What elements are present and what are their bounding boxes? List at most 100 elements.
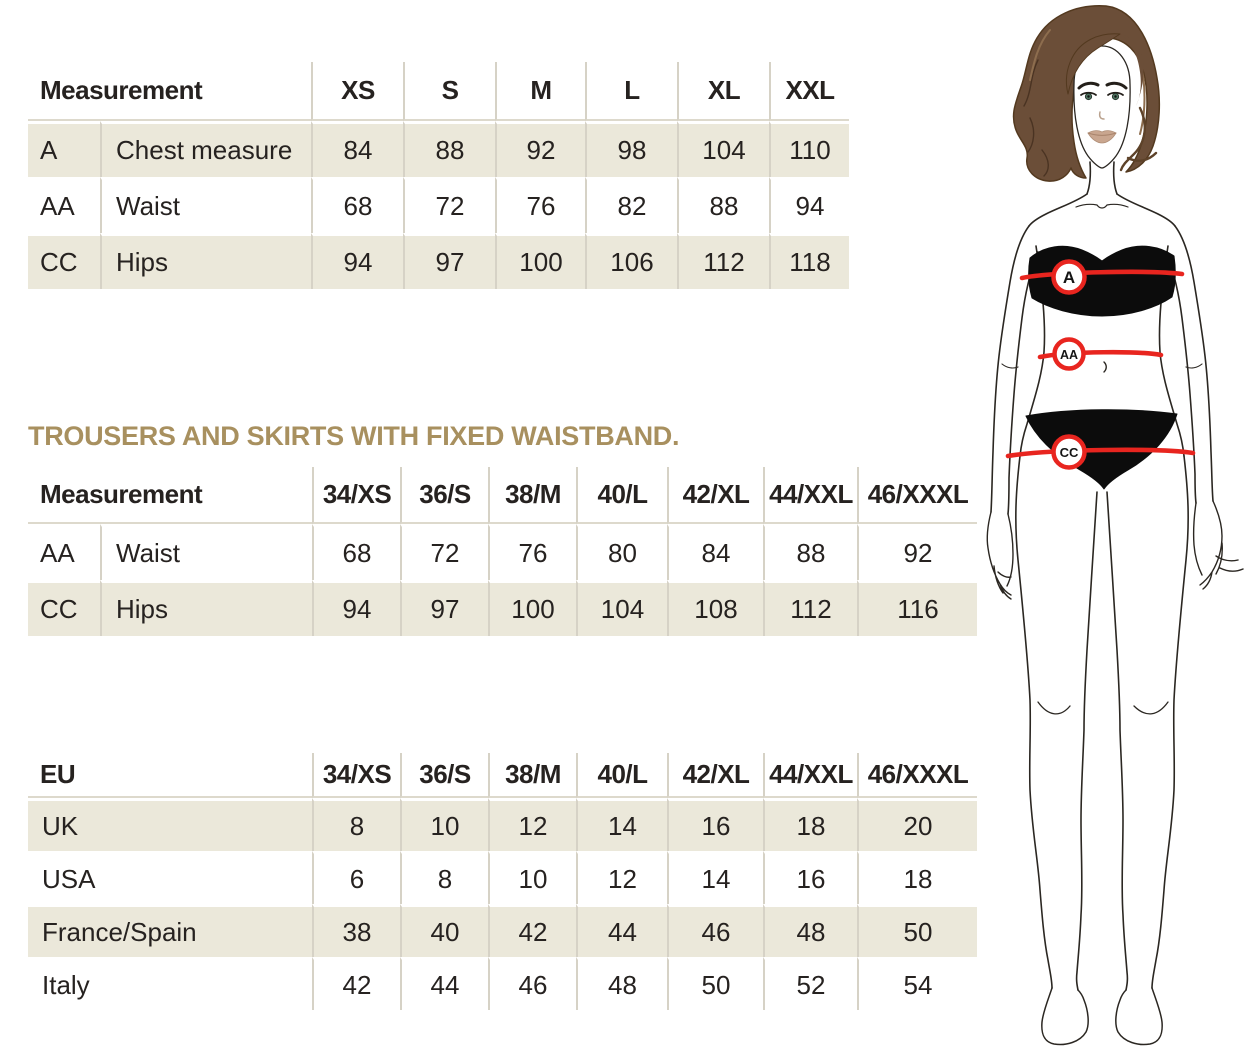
size-value: 94 [312,580,400,636]
hair-fringe [1065,33,1121,95]
size-value: 94 [769,177,849,233]
size-value: 6 [312,851,400,904]
table-row: CC Hips 94 97 100 104 108 112 116 [28,580,977,636]
chest-badge-label: A [1063,268,1075,287]
size-value: 54 [857,957,977,1010]
column-header: 34/XS [312,467,400,524]
size-value: 72 [400,524,488,580]
table-row: A Chest measure 84 88 92 98 104 110 [28,121,849,177]
size-value: 14 [667,851,763,904]
size-value: 72 [403,177,495,233]
table-row: USA 6 8 10 12 14 16 18 [28,851,977,904]
waist-badge: AA [1052,337,1086,371]
measurement-code: AA [28,524,100,580]
size-value: 50 [857,904,977,957]
size-value: 8 [312,798,400,851]
size-value: 44 [400,957,488,1010]
size-value: 50 [667,957,763,1010]
nose [1098,111,1105,120]
size-value: 104 [576,580,667,636]
column-header: 42/XL [667,753,763,798]
size-value: 10 [400,798,488,851]
size-value: 98 [585,121,677,177]
header-row: Measurement XS S M L XL XXL [28,62,849,121]
size-value: 18 [857,851,977,904]
column-header: 36/S [400,467,488,524]
chest-measure-line [1019,269,1185,281]
size-conversion-table: EU 34/XS 36/S 38/M 40/L 42/XL 44/XXL 46/XXXL UK… [28,753,977,1010]
size-value: 88 [403,121,495,177]
measurement-label: Chest measure [100,121,311,177]
size-value: 14 [576,798,667,851]
size-value: 20 [857,798,977,851]
column-header: XL [677,62,769,121]
table-row: Italy 42 44 46 48 50 52 54 [28,957,977,1010]
size-value: 97 [400,580,488,636]
size-value: 48 [576,957,667,1010]
size-value: 40 [400,904,488,957]
size-value: 48 [763,904,857,957]
size-value: 8 [400,851,488,904]
woman-measurement-figure: A AA CC [986,5,1244,1046]
column-header: 38/M [488,753,576,798]
size-value: 97 [403,233,495,289]
size-value: 42 [488,904,576,957]
header-row: EU 34/XS 36/S 38/M 40/L 42/XL 44/XXL 46/XXXL [28,753,977,798]
column-header: 34/XS [312,753,400,798]
size-value: 10 [488,851,576,904]
eye-lashes [1080,91,1124,96]
column-header: 42/XL [667,467,763,524]
size-value: 44 [576,904,667,957]
hips-badge-label: CC [1060,445,1079,460]
size-value: 100 [488,580,576,636]
column-header: 46/XXXL [857,467,977,524]
measurement-code: CC [28,233,100,289]
size-value: 76 [488,524,576,580]
measurements-table-letter-sizes: Measurement XS S M L XL XXL A Chest measure 84 88… [28,62,849,289]
size-value: 38 [312,904,400,957]
size-value: 110 [769,121,849,177]
size-value: 108 [667,580,763,636]
row-label: France/Spain [28,904,312,957]
size-value: 100 [495,233,585,289]
eyebrows [1077,81,1128,90]
row-label-header: Measurement [28,62,311,121]
size-value: 112 [677,233,769,289]
measurement-label: Waist [100,177,311,233]
column-header: 40/L [576,753,667,798]
size-value: 92 [495,121,585,177]
measurement-label: Hips [100,580,312,636]
size-value: 68 [312,524,400,580]
measurement-code: A [28,121,100,177]
fixed-waistband-table: Measurement 34/XS 36/S 38/M 40/L 42/XL 44/XXL 4… [28,467,977,636]
row-label: UK [28,798,312,851]
column-header: 44/XXL [763,753,857,798]
column-header: L [585,62,677,121]
column-header: 44/XXL [763,467,857,524]
size-value: 80 [576,524,667,580]
hips-badge: CC [1051,434,1087,470]
hair-side-lock [1120,34,1144,106]
size-value: 18 [763,798,857,851]
column-header: 38/M [488,467,576,524]
column-header: M [495,62,585,121]
size-value: 16 [763,851,857,904]
row-label-header: EU [28,753,312,798]
measurement-label: Waist [100,524,312,580]
measurement-lines [1005,269,1196,459]
measurement-code: AA [28,177,100,233]
table-row: AA Waist 68 72 76 82 88 94 [28,177,849,233]
section-heading: TROUSERS AND SKIRTS WITH FIXED WAISTBAND… [28,421,680,451]
size-value: 76 [495,177,585,233]
waist-measure-line [1037,349,1164,360]
size-value: 104 [677,121,769,177]
face [1073,45,1131,169]
column-header: 36/S [400,753,488,798]
column-header: S [403,62,495,121]
size-value: 42 [312,957,400,1010]
size-value: 106 [585,233,677,289]
size-value: 112 [763,580,857,636]
row-label: Italy [28,957,312,1010]
measurement-label: Hips [100,233,311,289]
